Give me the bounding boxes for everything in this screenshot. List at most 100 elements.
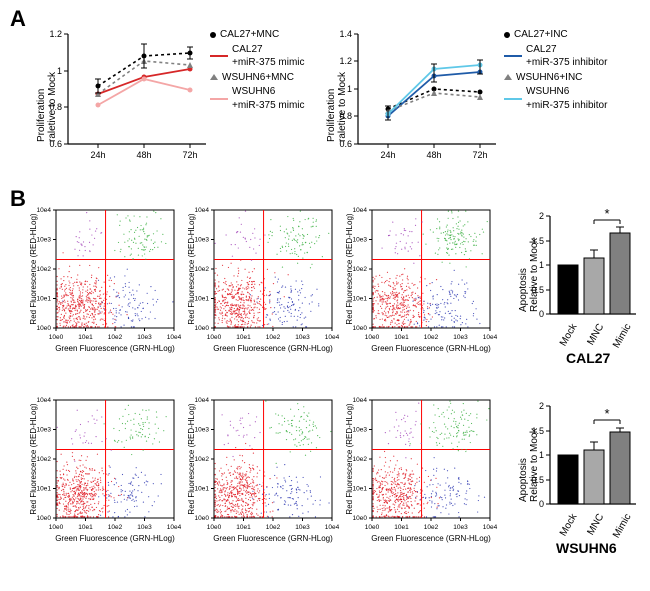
legend-item: WSUHN6+MNC	[210, 71, 320, 85]
svg-text:10e1: 10e1	[394, 334, 409, 341]
svg-text:Green Fluorescence (GRN-HLog): Green Fluorescence (GRN-HLog)	[213, 534, 333, 543]
x-tick: 24h	[380, 150, 395, 160]
svg-text:10e1: 10e1	[236, 524, 251, 531]
svg-text:10e1: 10e1	[394, 524, 409, 531]
legend-text: WSUHN6+miR-375 mimic	[232, 85, 305, 112]
flow-grid-svg: 10e0 10e0 10e1 10e1 10e2 10e2 10e3 10e3 10e4 10e4…	[28, 206, 506, 586]
svg-text:10e0: 10e0	[207, 524, 222, 531]
svg-text:Red Fluorescence (RED-HLog): Red Fluorescence (RED-HLog)	[345, 403, 354, 514]
svg-text:10e2: 10e2	[108, 334, 123, 341]
svg-text:10e2: 10e2	[195, 456, 210, 463]
svg-text:10e1: 10e1	[353, 486, 368, 493]
svg-text:Green Fluorescence (GRN-HLog): Green Fluorescence (GRN-HLog)	[371, 344, 491, 353]
svg-text:10e4: 10e4	[325, 524, 340, 531]
svg-text:10e1: 10e1	[78, 524, 93, 531]
svg-text:10e0: 10e0	[365, 334, 380, 341]
svg-text:10e1: 10e1	[195, 486, 210, 493]
legend-text: CAL27+miR-375 mimic	[232, 43, 305, 70]
svg-text:10e3: 10e3	[195, 237, 210, 244]
svg-text:Green Fluorescence (GRN-HLog): Green Fluorescence (GRN-HLog)	[371, 534, 491, 543]
legend-item: CAL27+INC	[504, 28, 644, 42]
legend-text: CAL27+INC	[514, 28, 568, 42]
svg-text:10e3: 10e3	[295, 334, 310, 341]
panel-a-left-legend: CAL27+MNC CAL27+miR-375 mimic WSUHN6+MNC…	[210, 28, 320, 113]
svg-text:10e1: 10e1	[195, 296, 210, 303]
svg-text:10e1: 10e1	[236, 334, 251, 341]
svg-text:10e0: 10e0	[207, 334, 222, 341]
svg-text:Green Fluorescence (GRN-HLog): Green Fluorescence (GRN-HLog)	[55, 534, 175, 543]
x-tick: 72h	[182, 150, 197, 160]
svg-text:10e2: 10e2	[424, 524, 439, 531]
svg-text:Red Fluorescence (RED-HLog): Red Fluorescence (RED-HLog)	[29, 403, 38, 514]
svg-text:10e0: 10e0	[37, 325, 52, 332]
svg-text:10e2: 10e2	[37, 456, 52, 463]
legend-item: WSUHN6+miR-375 mimic	[210, 85, 320, 112]
svg-text:10e3: 10e3	[453, 524, 468, 531]
svg-text:10e3: 10e3	[353, 427, 368, 434]
svg-text:10e2: 10e2	[266, 334, 281, 341]
legend-item: CAL27+miR-375 mimic	[210, 43, 320, 70]
svg-text:10e2: 10e2	[37, 266, 52, 273]
legend-text: WSUHN6+miR-375 inhibitor	[526, 85, 607, 112]
legend-item: WSUHN6+INC	[504, 71, 644, 85]
svg-text:10e3: 10e3	[295, 524, 310, 531]
svg-text:10e0: 10e0	[195, 325, 210, 332]
svg-text:10e2: 10e2	[424, 334, 439, 341]
bar-title-cal27: CAL27	[566, 350, 610, 366]
svg-text:Green Fluorescence (GRN-HLog): Green Fluorescence (GRN-HLog)	[55, 344, 175, 353]
legend-text: CAL27+MNC	[220, 28, 279, 42]
legend-text: WSUHN6+INC	[516, 71, 582, 85]
y-tick: 1.4	[328, 29, 352, 39]
svg-text:10e3: 10e3	[195, 427, 210, 434]
svg-text:10e2: 10e2	[353, 456, 368, 463]
svg-text:10e4: 10e4	[353, 397, 368, 404]
bar-title-wsuhn6: WSUHN6	[556, 540, 617, 556]
svg-text:10e4: 10e4	[325, 334, 340, 341]
panel-b-label: B	[10, 186, 26, 212]
svg-text:10e2: 10e2	[195, 266, 210, 273]
legend-item: CAL27+miR-375 inhibitor	[504, 43, 644, 70]
legend-item: WSUHN6+miR-375 inhibitor	[504, 85, 644, 112]
svg-text:10e0: 10e0	[353, 325, 368, 332]
svg-text:10e3: 10e3	[137, 334, 152, 341]
x-tick: 72h	[472, 150, 487, 160]
legend-item: CAL27+MNC	[210, 28, 320, 42]
svg-text:Red Fluorescence (RED-HLog): Red Fluorescence (RED-HLog)	[29, 213, 38, 324]
flow-cytometry-grid: 10e0 10e0 10e1 10e1 10e2 10e2 10e3 10e3 10e4 10e4…	[28, 206, 506, 586]
svg-text:10e1: 10e1	[78, 334, 93, 341]
panel-a-right-legend: CAL27+INC CAL27+miR-375 inhibitor WSUHN6…	[504, 28, 644, 113]
svg-text:*: *	[604, 206, 609, 221]
svg-text:10e1: 10e1	[37, 296, 52, 303]
svg-text:Red Fluorescence (RED-HLog): Red Fluorescence (RED-HLog)	[345, 213, 354, 324]
svg-text:10e1: 10e1	[37, 486, 52, 493]
svg-text:10e3: 10e3	[37, 427, 52, 434]
svg-text:10e0: 10e0	[37, 515, 52, 522]
svg-text:10e4: 10e4	[167, 524, 182, 531]
y-axis-label: Proliferationraletive to Mock	[36, 72, 58, 142]
svg-text:10e4: 10e4	[37, 397, 52, 404]
svg-text:10e4: 10e4	[37, 207, 52, 214]
x-tick: 48h	[426, 150, 441, 160]
svg-text:10e1: 10e1	[353, 296, 368, 303]
svg-text:10e4: 10e4	[483, 524, 498, 531]
svg-text:10e0: 10e0	[195, 515, 210, 522]
svg-text:10e4: 10e4	[195, 207, 210, 214]
y-axis-label: Proliferationraletive to Mock	[326, 72, 348, 142]
svg-text:10e2: 10e2	[266, 524, 281, 531]
svg-text:10e4: 10e4	[167, 334, 182, 341]
svg-text:10e0: 10e0	[49, 524, 64, 531]
legend-text: WSUHN6+MNC	[222, 71, 294, 85]
svg-text:10e4: 10e4	[195, 397, 210, 404]
svg-text:10e2: 10e2	[353, 266, 368, 273]
svg-text:10e3: 10e3	[137, 524, 152, 531]
y-tick: 1.2	[38, 29, 62, 39]
svg-text:10e0: 10e0	[365, 524, 380, 531]
x-tick: 24h	[90, 150, 105, 160]
svg-text:10e4: 10e4	[353, 207, 368, 214]
svg-text:10e3: 10e3	[37, 237, 52, 244]
svg-text:10e4: 10e4	[483, 334, 498, 341]
svg-text:10e3: 10e3	[453, 334, 468, 341]
svg-text:10e2: 10e2	[108, 524, 123, 531]
bar-y-label: ApoptosisRelative to Mock	[518, 428, 540, 502]
svg-text:10e0: 10e0	[49, 334, 64, 341]
